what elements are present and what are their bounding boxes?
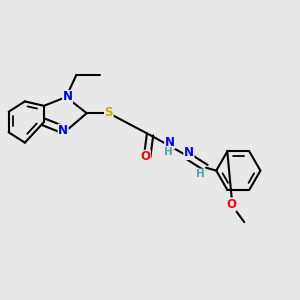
Text: N: N	[165, 136, 175, 148]
Text: S: S	[104, 106, 113, 119]
Text: O: O	[140, 150, 150, 163]
Text: O: O	[226, 198, 236, 211]
Text: H: H	[196, 169, 205, 179]
Text: H: H	[164, 147, 173, 157]
Text: N: N	[63, 91, 73, 103]
Text: N: N	[184, 146, 194, 159]
Text: N: N	[58, 124, 68, 137]
